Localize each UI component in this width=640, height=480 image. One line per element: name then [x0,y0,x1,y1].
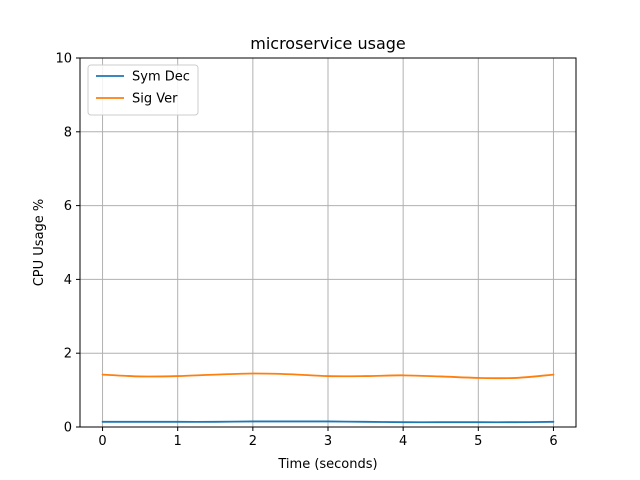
legend-label-sym-dec: Sym Dec [132,70,190,85]
legend-box [87,64,199,116]
chart-title: microservice usage [250,34,406,53]
y-tick-label: 10 [55,52,72,67]
legend-label-sig-ver: Sig Ver [132,92,178,107]
y-tick-label: 0 [64,421,72,436]
x-tick-label: 4 [399,434,407,449]
legend: Sym Dec Sig Ver [87,64,199,116]
x-tick-label: 5 [474,434,482,449]
axis-ticks: 0 1 2 3 4 5 6 0 2 4 6 8 10 [55,52,557,450]
x-tick-label: 1 [174,434,182,449]
x-tick-label: 0 [98,434,106,449]
y-tick-label: 6 [64,199,72,214]
series-line-sym-dec [101,420,555,424]
y-axis-label: CPU Usage % [32,199,47,287]
x-axis-label: Time (seconds) [277,457,377,472]
x-tick-label: 6 [549,434,557,449]
x-tick-label: 2 [249,434,257,449]
y-tick-label: 8 [64,125,72,140]
series-line-sig-ver [101,372,555,380]
x-tick-label: 3 [324,434,332,449]
y-tick-label: 4 [64,273,72,288]
y-tick-label: 2 [64,347,72,362]
series-lines [101,372,555,424]
